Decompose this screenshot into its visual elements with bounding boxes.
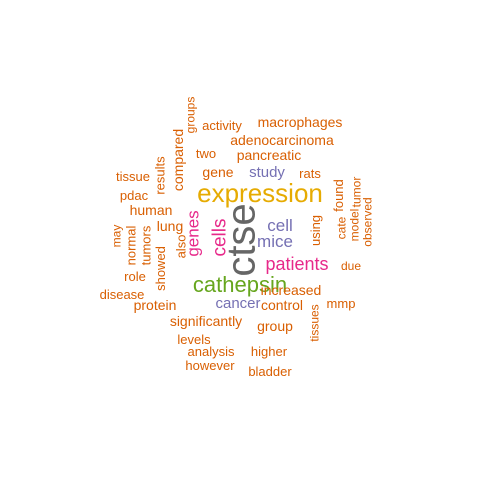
- word-pancreatic: pancreatic: [236, 147, 302, 163]
- word-activity: activity: [202, 117, 242, 133]
- word-adenocarcinoma: adenocarcinoma: [230, 132, 334, 148]
- word-role: role: [124, 268, 146, 284]
- word-analysis: analysis: [187, 343, 235, 359]
- word-human: human: [129, 202, 173, 218]
- word-due: due: [340, 259, 362, 273]
- word-higher: higher: [250, 343, 288, 359]
- word-levels: levels: [177, 331, 211, 347]
- word-gene: gene: [202, 164, 234, 180]
- word-mice: mice: [257, 231, 293, 251]
- word-study: study: [249, 163, 285, 181]
- word-expression: expression: [197, 178, 323, 208]
- word-two: two: [195, 145, 217, 161]
- word-bladder: bladder: [248, 363, 292, 379]
- word-lung: lung: [156, 218, 184, 234]
- word-pdac: pdac: [119, 187, 149, 203]
- word-protein: protein: [133, 297, 177, 313]
- word-cancer: cancer: [215, 294, 261, 312]
- word-cate: cate: [334, 216, 348, 240]
- word-may: may: [108, 224, 123, 248]
- word-normal: normal: [123, 225, 139, 265]
- word-groups: groups: [182, 96, 197, 134]
- word-also: also: [173, 234, 189, 258]
- word-results: results: [152, 155, 168, 195]
- word-control: control: [260, 297, 304, 313]
- word-disease: disease: [99, 286, 145, 302]
- word-macrophages: macrophages: [257, 114, 343, 130]
- word-however: however: [185, 357, 235, 373]
- word-model: model: [347, 208, 361, 242]
- word-tissue: tissue: [116, 168, 150, 184]
- word-cathepsin: cathepsin: [192, 272, 288, 297]
- word-using: using: [308, 214, 324, 246]
- word-cells: cells: [209, 217, 231, 257]
- word-increased: increased: [260, 282, 322, 298]
- word-tissues: tissues: [307, 304, 322, 342]
- word-found: found: [330, 178, 346, 212]
- word-significantly: significantly: [169, 313, 243, 329]
- word-rats: rats: [299, 165, 321, 181]
- word-showed: showed: [152, 245, 168, 291]
- word-observed: observed: [361, 197, 375, 247]
- word-compared: compared: [169, 128, 186, 192]
- word-cell: cell: [267, 215, 293, 235]
- word-patients: patients: [265, 254, 329, 274]
- word-mmp: mmp: [326, 295, 356, 311]
- word-tumors: tumors: [138, 225, 154, 265]
- word-group: group: [257, 318, 293, 334]
